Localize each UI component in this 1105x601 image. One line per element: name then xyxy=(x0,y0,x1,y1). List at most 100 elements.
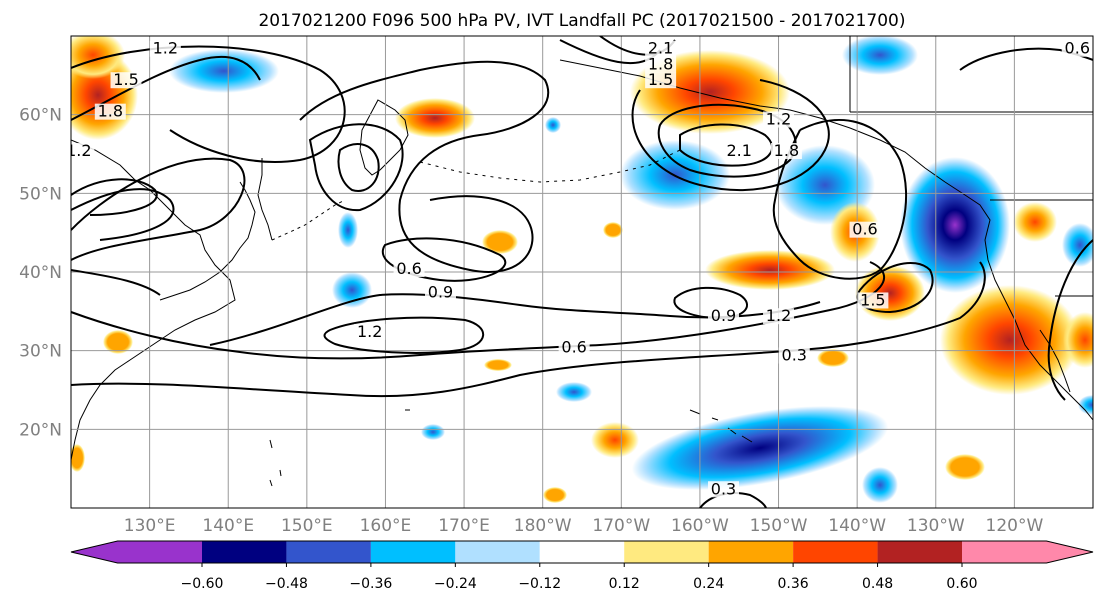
contour-label-bg xyxy=(149,40,181,57)
gridlines xyxy=(71,36,1093,508)
coastline-hawaii xyxy=(689,409,753,443)
map-frame xyxy=(70,35,1094,509)
anomaly-blob xyxy=(338,212,358,248)
colorbar-tick-label: 0.60 xyxy=(946,576,977,592)
colorbar-segment xyxy=(877,541,962,563)
anomaly-blob xyxy=(945,454,985,480)
contour-label-bg xyxy=(763,308,795,325)
x-tick-label: 120°W xyxy=(986,516,1044,536)
contour-label-bg xyxy=(708,308,740,325)
figure-title: 2017021200 F096 500 hPa PV, IVT Landfall… xyxy=(258,11,905,31)
y-tick-label: 40°N xyxy=(19,263,62,283)
contour-label-bg xyxy=(723,143,755,159)
map-body: 1.21.51.82.11.81.51.22.1 1.80.60.60.91.20… xyxy=(66,36,1093,508)
anomaly-blob xyxy=(71,36,125,79)
pv-contour xyxy=(337,143,380,192)
anomaly-blob xyxy=(103,330,133,354)
anomaly-blob xyxy=(1013,202,1057,242)
contour-label: 1.5 xyxy=(113,70,138,89)
contour-label-bg xyxy=(770,143,802,159)
colorbar-tick-label: −0.36 xyxy=(349,576,392,592)
contour-label: 0.6 xyxy=(1065,39,1090,58)
colorbar-extend-low xyxy=(71,541,202,563)
pv-contour xyxy=(323,316,485,354)
contour-label-bg xyxy=(71,143,95,159)
x-tick-label: 160°E xyxy=(360,516,412,536)
anomaly-blob xyxy=(395,98,475,138)
pv-contour xyxy=(673,286,748,320)
contour-label-bg xyxy=(763,111,795,128)
contour-label-bg xyxy=(1061,40,1093,57)
pv-contour xyxy=(71,188,175,241)
colorbar: −0.60 −0.48 −0.36 −0.24 −0.12 0.12 0.24 0.36 0.4… xyxy=(70,540,1094,592)
colorbar-segment xyxy=(793,541,878,563)
anomaly-blob xyxy=(482,230,518,254)
contour-label: 1.2 xyxy=(357,322,382,341)
anomaly-blob xyxy=(631,405,889,491)
x-tick-label: 130°E xyxy=(124,516,176,536)
colorbar-segment xyxy=(202,541,287,563)
contour-label: 0.6 xyxy=(396,259,421,278)
colorbar-tick-label: −0.24 xyxy=(434,576,477,592)
contour-label-bg xyxy=(354,323,386,340)
contour-label-bg xyxy=(645,72,677,89)
anomaly-blob xyxy=(591,422,639,458)
anomaly-blob xyxy=(421,424,445,440)
contour-label: 1.8 xyxy=(648,54,673,73)
coastline-kuril xyxy=(271,199,346,241)
colorbar-segment xyxy=(624,541,709,563)
contour-label-bg xyxy=(94,103,126,120)
contour-label: 0.6 xyxy=(852,220,877,239)
colorbar-tick-label: 0.24 xyxy=(693,576,724,592)
contour-label: 0.3 xyxy=(711,479,736,498)
colorbar-segment xyxy=(539,541,625,563)
colorbar-tick-label: −0.12 xyxy=(518,576,561,592)
colorbar-outline xyxy=(70,540,1094,564)
contour-label-bg xyxy=(645,40,677,57)
contour-label: 0.9 xyxy=(428,283,453,302)
pv-contour xyxy=(71,261,885,360)
contour-label-bg xyxy=(849,221,881,238)
contour-label: 0.9 xyxy=(711,306,736,325)
coastline-sakhalin xyxy=(257,158,273,241)
anomaly-blob xyxy=(900,157,1010,293)
anomaly-blob xyxy=(169,49,279,93)
coastline-northamerica xyxy=(944,181,1093,421)
anomaly-blob xyxy=(71,444,85,472)
colorbar-segment xyxy=(455,541,540,563)
contour-label-bg xyxy=(110,72,142,89)
contour-label: 0.3 xyxy=(782,346,807,365)
contour-label: 1.2 xyxy=(766,306,791,325)
border-ak-canada xyxy=(849,36,1093,113)
coastline-japan xyxy=(159,181,256,301)
coastline-baja xyxy=(1039,329,1071,393)
anomaly-blob xyxy=(1078,395,1093,415)
anomaly-blob xyxy=(705,250,835,290)
colorbar-tick-label: 0.48 xyxy=(862,576,893,592)
coastline-alaska xyxy=(559,59,946,183)
y-tick-label: 20°N xyxy=(19,420,62,440)
x-tick-label: 140°E xyxy=(202,516,254,536)
contour-label: 1.2 xyxy=(66,141,91,160)
contour-label: 1.8 xyxy=(98,102,123,121)
contour-label-bg xyxy=(558,339,590,356)
pv-contour xyxy=(959,47,1093,71)
contour-label-bg xyxy=(708,481,740,498)
y-tick-label: 30°N xyxy=(19,342,62,362)
contour-label: 2.1 xyxy=(648,39,673,58)
pv-contour xyxy=(772,119,908,280)
colorbar-extend-high xyxy=(962,541,1093,563)
colorbar-segment xyxy=(286,541,371,563)
contour-label: 1.8 xyxy=(774,141,799,160)
contour-label: 1.5 xyxy=(860,290,885,309)
x-tick-label: 140°W xyxy=(828,516,886,536)
contour-label-bg xyxy=(393,261,425,277)
pv-contour xyxy=(631,79,830,192)
anomaly-blob xyxy=(543,487,567,503)
pv-contour xyxy=(71,261,986,398)
x-tick-label: 170°W xyxy=(592,516,650,536)
x-tick-label: 160°W xyxy=(671,516,729,536)
anomaly-blob xyxy=(545,117,561,133)
x-tick-labels: 130°E 140°E 150°E 160°E 170°E 180°W 170°W 160°W… xyxy=(124,516,1044,536)
